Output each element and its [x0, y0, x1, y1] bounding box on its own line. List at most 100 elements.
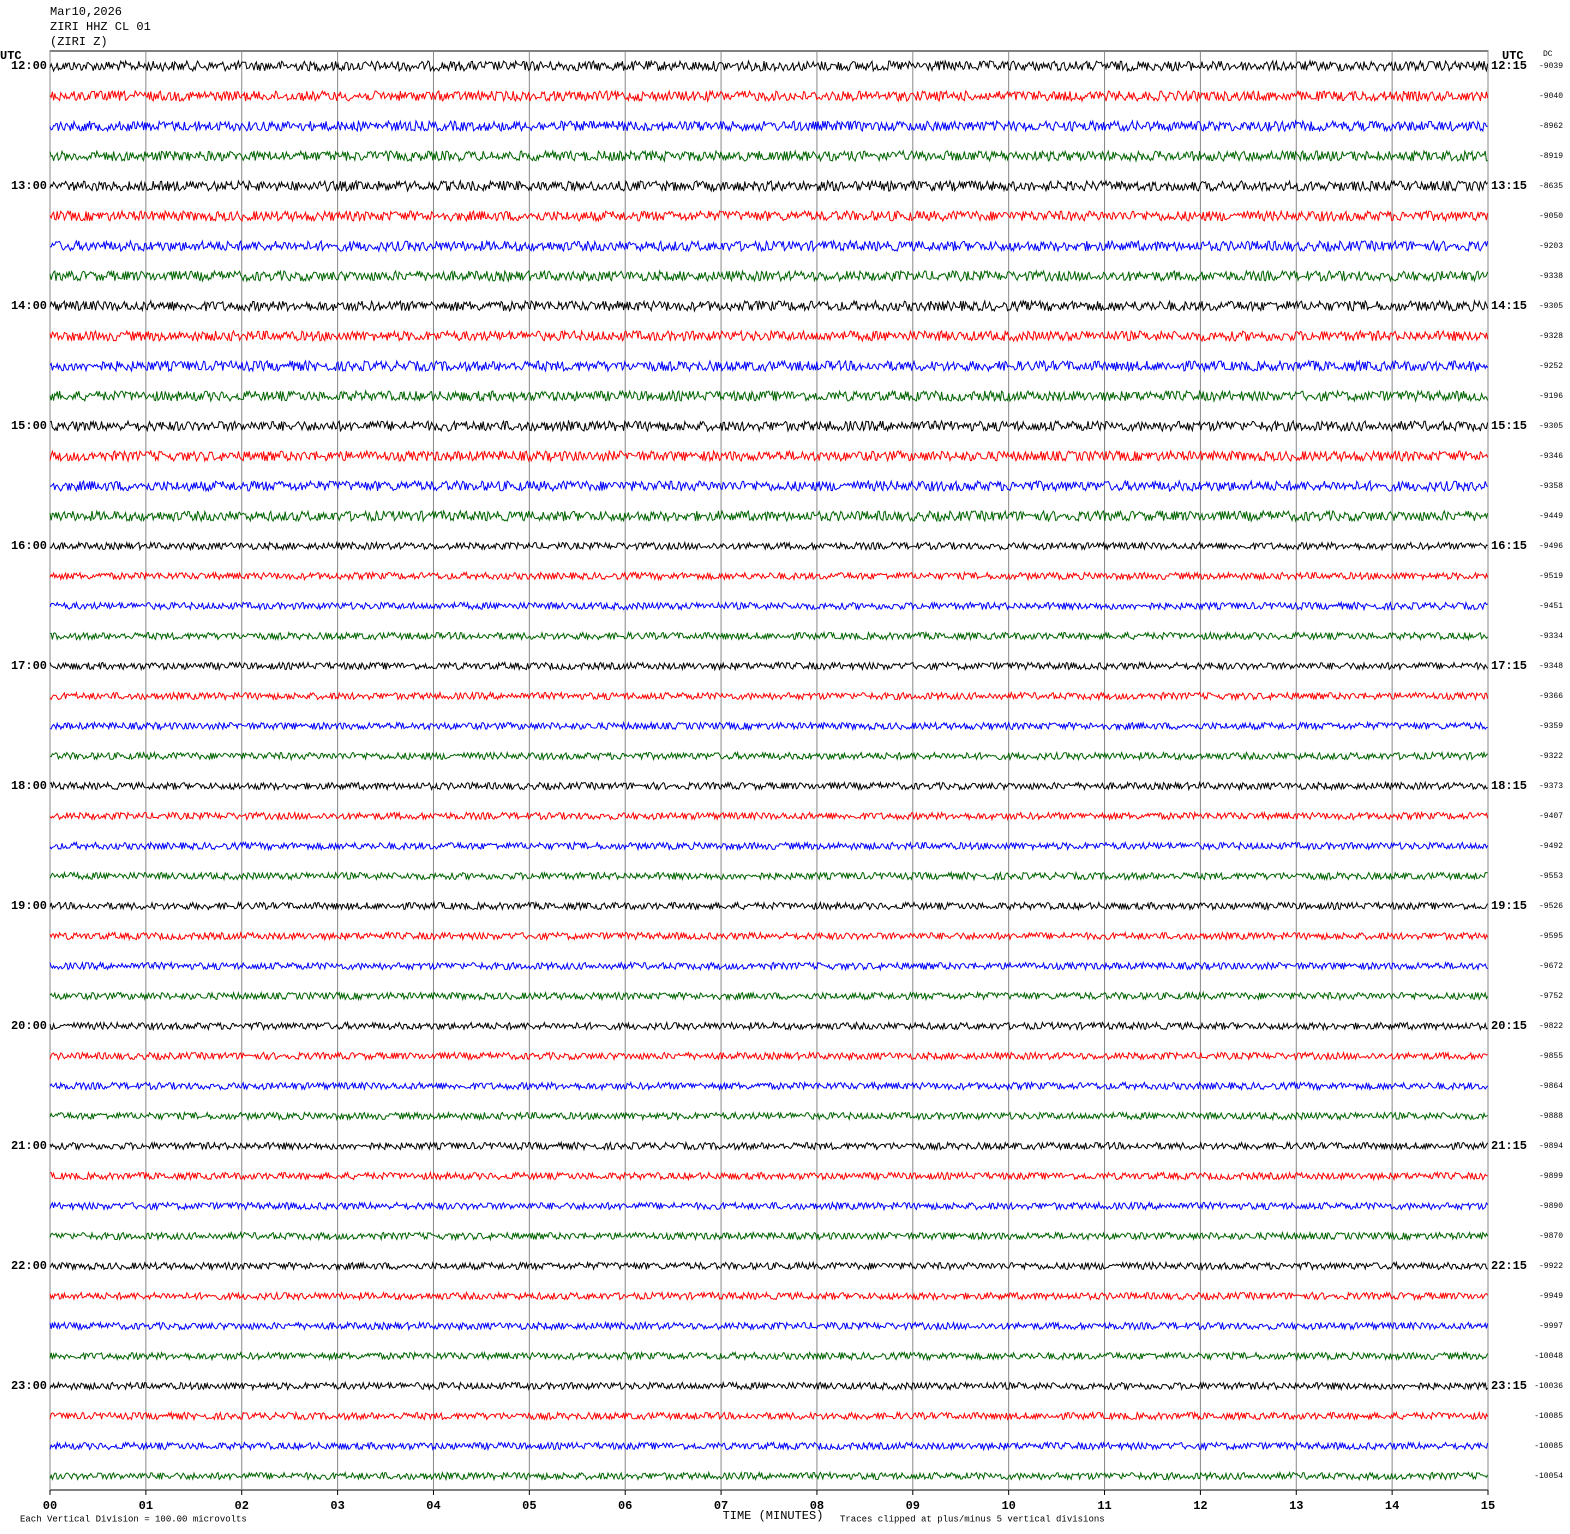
- dc-value: -9305: [1539, 422, 1563, 431]
- dc-value: -10048: [1534, 1352, 1563, 1361]
- trace: [49, 720, 1488, 732]
- left-time-label: 16:00: [11, 539, 47, 553]
- x-tick-label: 05: [522, 1499, 536, 1513]
- left-time-label: 23:00: [11, 1379, 47, 1393]
- trace: [49, 750, 1488, 762]
- trace: [49, 89, 1489, 103]
- trace: [49, 1260, 1488, 1272]
- trace: [49, 1320, 1489, 1332]
- trace: [49, 1440, 1489, 1452]
- trace: [49, 329, 1489, 343]
- trace: [49, 690, 1489, 702]
- left-time-label: 12:00: [11, 59, 47, 73]
- scale-note: Each Vertical Division = 100.00 microvol…: [20, 1514, 247, 1524]
- trace: [49, 660, 1489, 672]
- x-axis-label: TIME (MINUTES): [723, 1509, 824, 1523]
- trace: [49, 900, 1489, 912]
- trace: [49, 600, 1488, 612]
- dc-value: -9358: [1539, 482, 1563, 491]
- dc-value: -8635: [1539, 182, 1563, 191]
- dc-value: -9451: [1539, 602, 1563, 611]
- clip-note: Traces clipped at plus/minus 5 vertical …: [840, 1514, 1105, 1524]
- dc-value: -9855: [1539, 1052, 1563, 1061]
- x-tick-label: 09: [906, 1499, 920, 1513]
- dc-value: -9492: [1539, 842, 1563, 851]
- dc-value: -9050: [1539, 212, 1563, 221]
- dc-value: -9373: [1539, 782, 1563, 791]
- trace: [49, 59, 1489, 73]
- dc-value: -9519: [1539, 572, 1563, 581]
- x-tick-label: 02: [235, 1499, 249, 1513]
- trace: [49, 209, 1489, 223]
- right-time-label: 14:15: [1491, 299, 1527, 313]
- right-time-label: 12:15: [1491, 59, 1527, 73]
- dc-value: -9305: [1539, 302, 1563, 311]
- trace: [49, 389, 1489, 403]
- dc-value: -9407: [1539, 812, 1563, 821]
- dc-value: -9526: [1539, 902, 1563, 911]
- dc-value: -9888: [1539, 1112, 1563, 1121]
- trace: [49, 1290, 1489, 1302]
- trace: [49, 870, 1488, 882]
- dc-value: -9890: [1539, 1202, 1563, 1211]
- dc-value: -9870: [1539, 1232, 1563, 1241]
- trace: [49, 1050, 1488, 1062]
- dc-value: -9997: [1539, 1322, 1563, 1331]
- trace: [49, 149, 1488, 163]
- trace: [49, 269, 1489, 283]
- trace: [49, 509, 1489, 523]
- trace: [49, 1380, 1488, 1392]
- right-time-label: 19:15: [1491, 899, 1527, 913]
- x-tick-label: 10: [1001, 1499, 1015, 1513]
- x-tick-label: 07: [714, 1499, 728, 1513]
- right-time-label: 20:15: [1491, 1019, 1527, 1033]
- dc-value: -9899: [1539, 1172, 1563, 1181]
- dc-value: -9864: [1539, 1082, 1563, 1091]
- trace: [49, 299, 1489, 313]
- x-tick-label: 04: [426, 1499, 440, 1513]
- trace: [49, 570, 1489, 582]
- trace: [49, 359, 1489, 373]
- dc-value: -9348: [1539, 662, 1563, 671]
- right-time-label: 21:15: [1491, 1139, 1527, 1153]
- left-time-label: 15:00: [11, 419, 47, 433]
- title-date: Mar10,2026: [50, 5, 122, 19]
- dc-value: -9039: [1539, 62, 1563, 71]
- right-time-label: 18:15: [1491, 779, 1527, 793]
- dc-value: -9449: [1539, 512, 1563, 521]
- left-time-label: 17:00: [11, 659, 47, 673]
- trace: [49, 810, 1489, 822]
- x-tick-label: 03: [330, 1499, 344, 1513]
- trace: [49, 1170, 1488, 1182]
- x-tick-label: 11: [1097, 1499, 1111, 1513]
- dc-value: -9322: [1539, 752, 1563, 761]
- right-time-label: 17:15: [1491, 659, 1527, 673]
- dc-value: -9196: [1539, 392, 1563, 401]
- dc-value: -9496: [1539, 542, 1563, 551]
- trace: [49, 1470, 1489, 1482]
- left-time-label: 20:00: [11, 1019, 47, 1033]
- trace: [49, 1410, 1489, 1422]
- left-axis-label: UTC: [0, 49, 22, 63]
- left-time-label: 21:00: [11, 1139, 47, 1153]
- trace: [49, 179, 1488, 193]
- right-time-label: 22:15: [1491, 1259, 1527, 1273]
- trace: [49, 1350, 1489, 1362]
- title-channel: (ZIRI Z): [50, 35, 108, 49]
- dc-value: -9328: [1539, 332, 1563, 341]
- dc-value: -10054: [1534, 1472, 1563, 1481]
- x-tick-label: 00: [43, 1499, 57, 1513]
- left-time-label: 14:00: [11, 299, 47, 313]
- dc-value: -9366: [1539, 692, 1563, 701]
- dc-value: -10085: [1534, 1442, 1563, 1451]
- dc-value: -8919: [1539, 152, 1563, 161]
- dc-value: -9595: [1539, 932, 1563, 941]
- trace: [49, 419, 1489, 433]
- trace: [49, 1020, 1488, 1032]
- right-time-label: 16:15: [1491, 539, 1527, 553]
- trace: [49, 990, 1489, 1002]
- dc-value: -9334: [1539, 632, 1563, 641]
- x-tick-label: 15: [1481, 1499, 1495, 1513]
- x-tick-label: 06: [618, 1499, 632, 1513]
